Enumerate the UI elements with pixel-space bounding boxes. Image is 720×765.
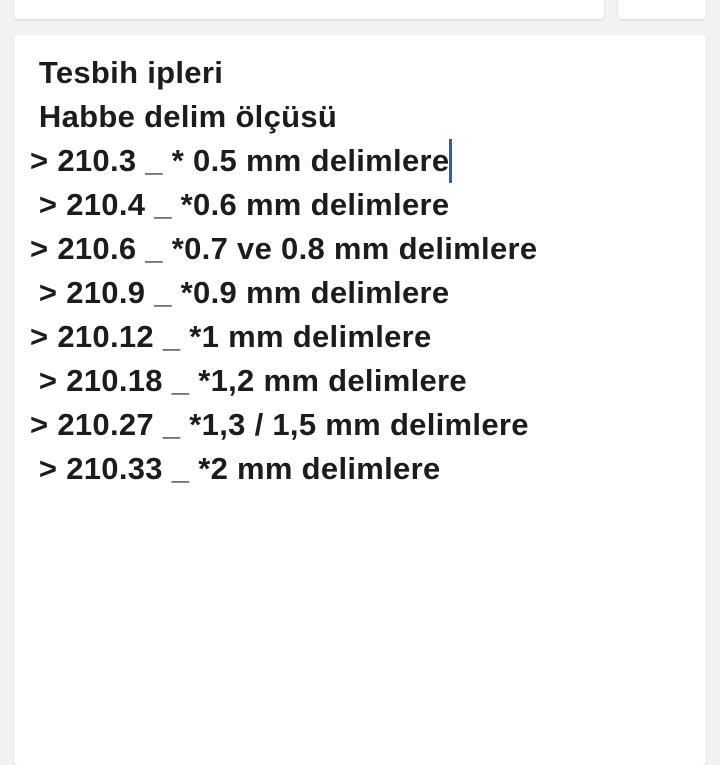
editor-content[interactable]: Tesbih ipleri Habbe delim ölçüsü > 210.3…: [30, 51, 537, 491]
top-side-card[interactable]: [618, 0, 706, 19]
text-line: > 210.12 _ *1 mm delimlere: [30, 319, 432, 354]
text-line: > 210.18 _ *1,2 mm delimlere: [30, 363, 467, 398]
text-line: > 210.9 _ *0.9 mm delimlere: [30, 275, 450, 310]
text-line-active: > 210.3 _ * 0.5 mm delimlere: [30, 139, 537, 183]
text-editor[interactable]: Tesbih ipleri Habbe delim ölçüsü > 210.3…: [14, 35, 706, 765]
text-line: Habbe delim ölçüsü: [30, 99, 338, 134]
top-card: [14, 0, 604, 19]
text-line: > 210.33 _ *2 mm delimlere: [30, 451, 441, 486]
text-line: > 210.6 _ *0.7 ve 0.8 mm delimlere: [30, 231, 538, 266]
text-line: > 210.4 _ *0.6 mm delimlere: [30, 187, 450, 222]
text-caret: [449, 139, 453, 183]
text-line-content: > 210.3 _ * 0.5 mm delimlere: [30, 143, 450, 178]
text-line: Tesbih ipleri: [30, 55, 224, 90]
text-line: > 210.27 _ *1,3 / 1,5 mm delimlere: [30, 407, 529, 442]
